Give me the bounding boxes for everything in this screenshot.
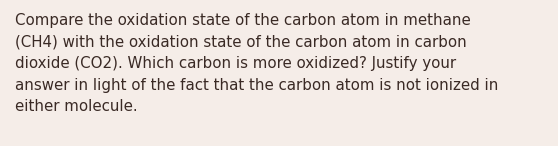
Text: Compare the oxidation state of the carbon atom in methane
(CH4) with the oxidati: Compare the oxidation state of the carbo… — [15, 13, 498, 114]
